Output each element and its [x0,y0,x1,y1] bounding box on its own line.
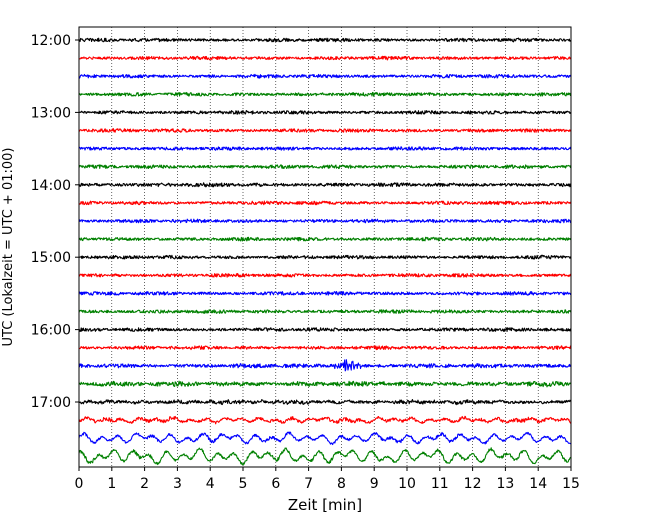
y-axis-label: UTC (Lokalzeit = UTC + 01:00) [1,148,16,347]
vertical-grid [111,27,539,467]
plot-background [79,27,571,467]
x-tick-label-3: 3 [173,476,182,492]
x-tick-label-4: 4 [206,476,215,492]
trace-1600 [78,327,572,332]
x-tick-label-7: 7 [304,476,313,492]
trace-1530 [78,290,572,296]
x-tick-label-6: 6 [271,476,280,492]
x-tick-label-15: 15 [562,476,580,492]
plot-frame [78,26,572,468]
x-tick-label-13: 13 [496,476,514,492]
x-tick-label-12: 12 [464,476,482,492]
x-tick-label-0: 0 [75,476,84,492]
trace-1245 [78,91,572,97]
x-tick-label-9: 9 [370,476,379,492]
y-tick-label-5: 17:00 [31,395,71,411]
y-tick-label-0: 12:00 [31,33,71,49]
trace-1330 [78,146,572,151]
x-tick-label-1: 1 [107,476,116,492]
x-tick-label-2: 2 [140,476,149,492]
trace-1730 [78,431,572,446]
y-tick-label-1: 13:00 [31,105,71,121]
trace-1715 [78,415,572,425]
x-axis-ticks: 0 1 2 3 4 5 6 7 8 9 10 11 12 13 14 15 [75,467,580,492]
x-tick-label-14: 14 [529,476,547,492]
trace-1545 [78,309,572,314]
trace-1430 [78,218,572,224]
trace-1745 [78,447,572,466]
y-tick-label-2: 14:00 [31,178,71,194]
trace-group [78,37,572,466]
trace-1645 [78,380,572,388]
y-axis-ticks: 12:00 13:00 14:00 15:00 16:00 17:00 [31,33,79,411]
trace-1515 [78,272,572,278]
trace-1300 [78,110,572,115]
trace-1630 [78,359,572,372]
trace-1215 [78,55,572,61]
trace-1615 [78,345,572,351]
trace-1315 [78,128,572,133]
x-axis-label: Zeit [min] [288,496,362,514]
y-tick-label-4: 16:00 [31,323,71,339]
x-tick-label-10: 10 [398,476,416,492]
trace-1345 [78,164,572,170]
trace-1500 [78,254,572,260]
trace-1230 [78,73,572,79]
trace-1700 [78,398,572,406]
trace-1445 [78,236,572,242]
trace-1200 [78,37,572,43]
x-tick-label-8: 8 [337,476,346,492]
x-tick-label-11: 11 [431,476,449,492]
x-tick-label-5: 5 [239,476,248,492]
trace-1400 [78,182,572,188]
y-tick-label-3: 15:00 [31,250,71,266]
trace-1415 [78,200,572,206]
